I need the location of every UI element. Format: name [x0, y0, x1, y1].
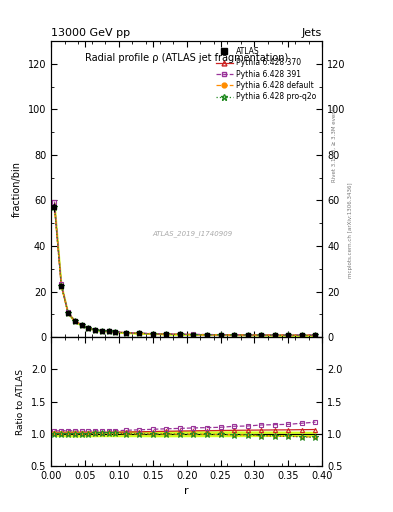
Y-axis label: fraction/bin: fraction/bin [12, 161, 22, 217]
Text: 13000 GeV pp: 13000 GeV pp [51, 28, 130, 38]
X-axis label: r: r [184, 486, 189, 496]
Text: Rivet 3.1.10, ≥ 3.3M events: Rivet 3.1.10, ≥ 3.3M events [332, 105, 337, 182]
Text: Radial profile ρ (ATLAS jet fragmentation): Radial profile ρ (ATLAS jet fragmentatio… [85, 53, 288, 63]
Text: ATLAS_2019_I1740909: ATLAS_2019_I1740909 [152, 230, 232, 237]
Y-axis label: Ratio to ATLAS: Ratio to ATLAS [16, 369, 25, 435]
Text: Jets: Jets [302, 28, 322, 38]
Text: mcplots.cern.ch [arXiv:1306.3436]: mcplots.cern.ch [arXiv:1306.3436] [348, 183, 353, 278]
Legend: ATLAS, Pythia 6.428 370, Pythia 6.428 391, Pythia 6.428 default, Pythia 6.428 pr: ATLAS, Pythia 6.428 370, Pythia 6.428 39… [214, 45, 318, 103]
